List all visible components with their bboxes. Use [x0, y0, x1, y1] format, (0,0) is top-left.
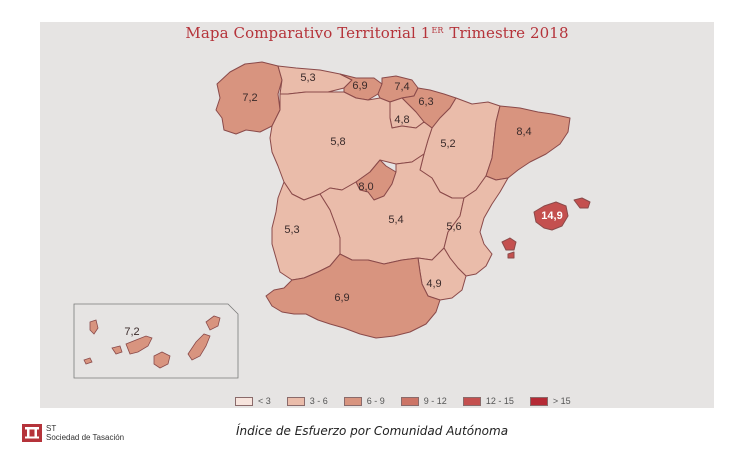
label-canarias: 7,2 — [124, 326, 139, 338]
legend-swatch — [529, 396, 548, 406]
region-canarias-grancanaria[interactable] — [153, 351, 171, 369]
region-canarias-fuerteventura[interactable] — [187, 333, 211, 361]
region-canarias-tenerife[interactable] — [125, 335, 153, 355]
label-castilla-leon: 5,8 — [330, 136, 345, 148]
logo-name: Sociedad de Tasación — [46, 433, 125, 442]
label-navarra: 6,3 — [418, 96, 433, 108]
region-canarias-gomera[interactable] — [111, 345, 123, 355]
legend-item: > 15 — [529, 396, 571, 406]
legend-swatch — [235, 396, 253, 406]
logo-mark-icon — [22, 424, 42, 442]
label-pais-vasco: 7,4 — [394, 81, 409, 93]
legend-label: 3 - 6 — [309, 396, 328, 406]
region-canarias-lapalma[interactable] — [89, 319, 99, 335]
logo: ST Sociedad de Tasación — [22, 424, 124, 442]
region-baleares-formentera[interactable] — [507, 251, 515, 259]
region-canarias-hierro[interactable] — [83, 357, 93, 365]
logo-abbr: ST — [46, 424, 57, 433]
footer: ST Sociedad de Tasación Índice de Esfuer… — [0, 418, 747, 454]
legend-label: > 15 — [552, 396, 571, 406]
label-aragon: 5,2 — [440, 138, 455, 150]
label-galicia: 7,2 — [242, 92, 257, 104]
legend-label: 9 - 12 — [423, 396, 447, 406]
label-valencia: 5,6 — [446, 221, 461, 233]
region-cataluna[interactable] — [485, 105, 571, 181]
region-baleares-ibiza[interactable] — [501, 237, 517, 251]
legend-label: < 3 — [258, 396, 271, 406]
legend-swatch — [462, 396, 481, 406]
map-panel: Mapa Comparativo Territorial 1ER Trimest… — [40, 22, 714, 408]
legend-item: 12 - 15 — [462, 396, 514, 406]
label-andalucia: 6,9 — [334, 292, 349, 304]
legend-swatch — [400, 396, 419, 406]
region-asturias[interactable] — [277, 65, 353, 95]
label-murcia: 4,9 — [426, 278, 441, 290]
label-madrid: 8,0 — [358, 181, 373, 193]
map-title: Mapa Comparativo Territorial 1ER Trimest… — [185, 24, 569, 42]
region-baleares-mallorca[interactable] — [533, 201, 569, 231]
label-extremadura: 5,3 — [284, 224, 299, 236]
legend-swatch — [343, 396, 362, 406]
canarias-inset — [73, 303, 239, 379]
legend-swatch — [286, 396, 305, 406]
region-canarias-lanzarote[interactable] — [205, 315, 221, 331]
region-baleares-menorca[interactable] — [573, 197, 591, 209]
region-andalucia[interactable] — [265, 253, 441, 339]
legend-item: < 3 — [235, 396, 271, 406]
label-la-rioja: 4,8 — [394, 114, 409, 126]
legend-label: 12 - 15 — [485, 396, 514, 406]
spain-map: 7,2 5,3 6,9 7,4 6,3 4,8 5,2 8,4 5,8 8,0 … — [73, 61, 591, 379]
legend: < 3 3 - 6 6 - 9 9 - 12 12 - 15 > 15 — [235, 395, 587, 407]
label-baleares: 14,9 — [541, 210, 562, 222]
legend-item: 3 - 6 — [286, 396, 328, 406]
label-cataluna: 8,4 — [516, 126, 531, 138]
label-cantabria: 6,9 — [352, 80, 367, 92]
label-asturias: 5,3 — [300, 72, 315, 84]
caption: Índice de Esfuerzo por Comunidad Autónom… — [236, 424, 509, 438]
legend-item: 6 - 9 — [343, 396, 385, 406]
label-castilla-la-mancha: 5,4 — [388, 214, 403, 226]
legend-item: 9 - 12 — [400, 396, 447, 406]
legend-label: 6 - 9 — [366, 396, 385, 406]
